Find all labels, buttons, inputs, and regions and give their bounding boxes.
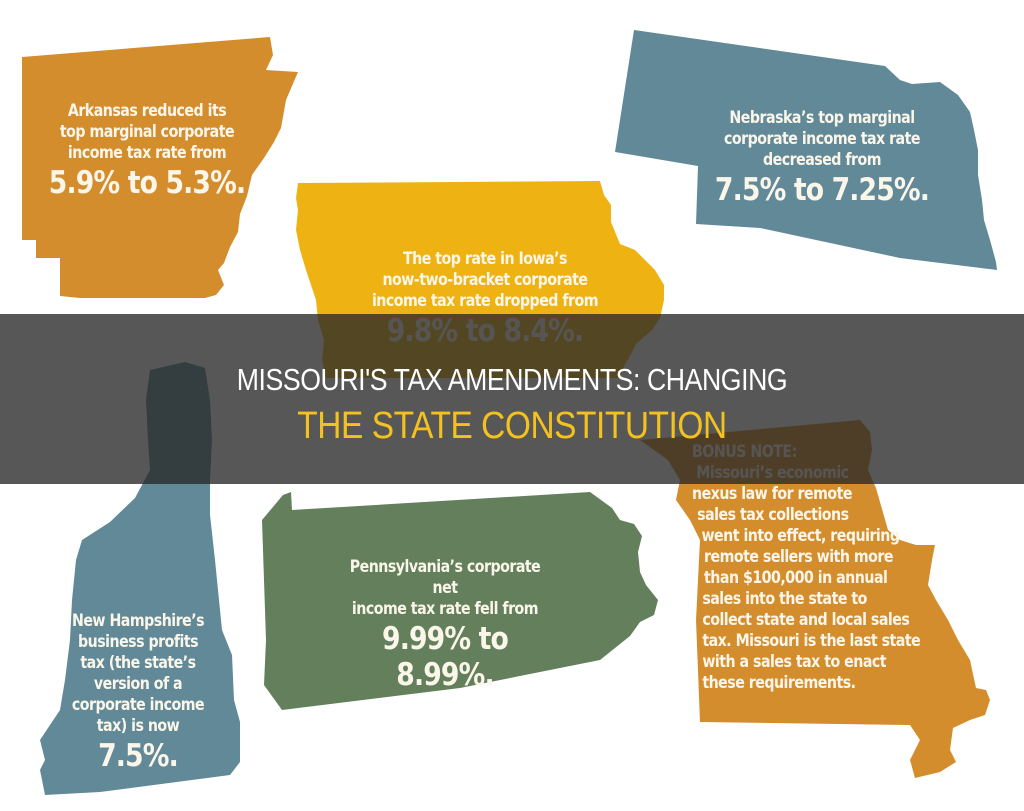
arkansas-callout: Arkansas reduced its top marginal corpor… [40, 100, 255, 201]
nebraska-rate-figure: 7.5% to 7.25%. [714, 172, 930, 208]
pennsylvania-callout: Pennsylvania’s corporate net income tax … [338, 556, 553, 693]
nebraska-callout: Nebraska’s top marginal corporate income… [710, 107, 934, 208]
arkansas-line: top marginal corporate [59, 122, 235, 141]
new-hampshire-rate-figure: 7.5%. [98, 738, 179, 774]
missouri-line: with a sales tax to enact [702, 652, 887, 671]
arkansas-line: income tax rate from [67, 143, 227, 162]
missouri-line: nexus law for remote [692, 484, 852, 503]
missouri-line: collect state and local sales [702, 610, 910, 629]
new-hampshire-line: New Hampshire’s [71, 611, 205, 630]
nebraska-line: corporate income tax rate [724, 129, 921, 148]
arkansas-rate-figure: 5.9% to 5.3%. [48, 165, 246, 201]
missouri-line: sales tax collections [697, 505, 849, 524]
arkansas-shape [22, 37, 298, 298]
title-overlay-band [0, 314, 1024, 484]
missouri-line: remote sellers with more [704, 547, 893, 566]
nebraska-line: decreased from [762, 150, 882, 169]
missouri-line: than $100,000 in annual [704, 568, 888, 587]
nebraska-line: Nebraska’s top marginal [729, 108, 915, 127]
new-hampshire-callout: New Hampshire’s business profits tax (th… [69, 610, 207, 774]
pennsylvania-rate-figure: 9.99% to 8.99%. [382, 621, 509, 693]
page-title-line-2: THE STATE CONSTITUTION [297, 405, 727, 447]
page-title-line-1: MISSOURI'S TAX AMENDMENTS: CHANGING [236, 362, 788, 397]
new-hampshire-line: corporate income [71, 695, 205, 714]
new-hampshire-line: business profits [77, 632, 199, 651]
missouri-line: tax. Missouri is the last state [702, 631, 921, 650]
nebraska-shape [615, 30, 997, 270]
iowa-line: income tax rate dropped from [371, 291, 599, 310]
iowa-line: The top rate in Iowa’s [402, 249, 568, 268]
arkansas-line: Arkansas reduced its [67, 101, 227, 120]
new-hampshire-line: tax (the state’s [80, 653, 196, 672]
new-hampshire-line: tax) is now [96, 716, 180, 735]
pennsylvania-shape [262, 492, 658, 710]
missouri-line: these requirements. [702, 673, 856, 692]
pennsylvania-line: Pennsylvania’s corporate net [349, 557, 541, 597]
iowa-line: now-two-bracket corporate [382, 270, 588, 289]
missouri-line: went into effect, requiring [701, 526, 900, 545]
missouri-line: sales into the state to [702, 589, 867, 608]
missouri-shape [640, 420, 990, 778]
new-hampshire-line: version of a [93, 674, 183, 693]
pennsylvania-line: income tax rate fell from [351, 599, 539, 618]
